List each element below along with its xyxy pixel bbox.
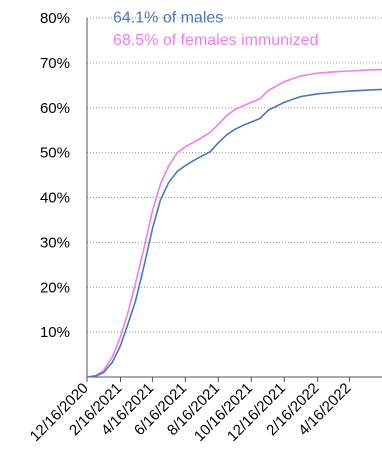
series-line-males	[86, 88, 382, 378]
series-line-females	[86, 68, 382, 378]
series-lines	[86, 68, 382, 378]
y-tick-label: 30%	[40, 234, 70, 251]
annotation-males: 64.1% of males	[113, 9, 223, 26]
annotation-females: 68.5% of females immunized	[113, 32, 318, 49]
gridlines	[87, 17, 382, 333]
y-tick-label: 10%	[40, 324, 70, 341]
y-tick-label: 80%	[40, 10, 70, 27]
y-tick-label: 40%	[40, 190, 70, 207]
y-tick-label: 70%	[40, 55, 70, 72]
y-tick-label: 60%	[40, 100, 70, 117]
annotations: 68.5% of females immunized 64.1% of males	[113, 9, 318, 48]
axes	[86, 18, 382, 382]
y-tick-label: 50%	[40, 145, 70, 162]
y-tick-label: 20%	[40, 279, 70, 296]
